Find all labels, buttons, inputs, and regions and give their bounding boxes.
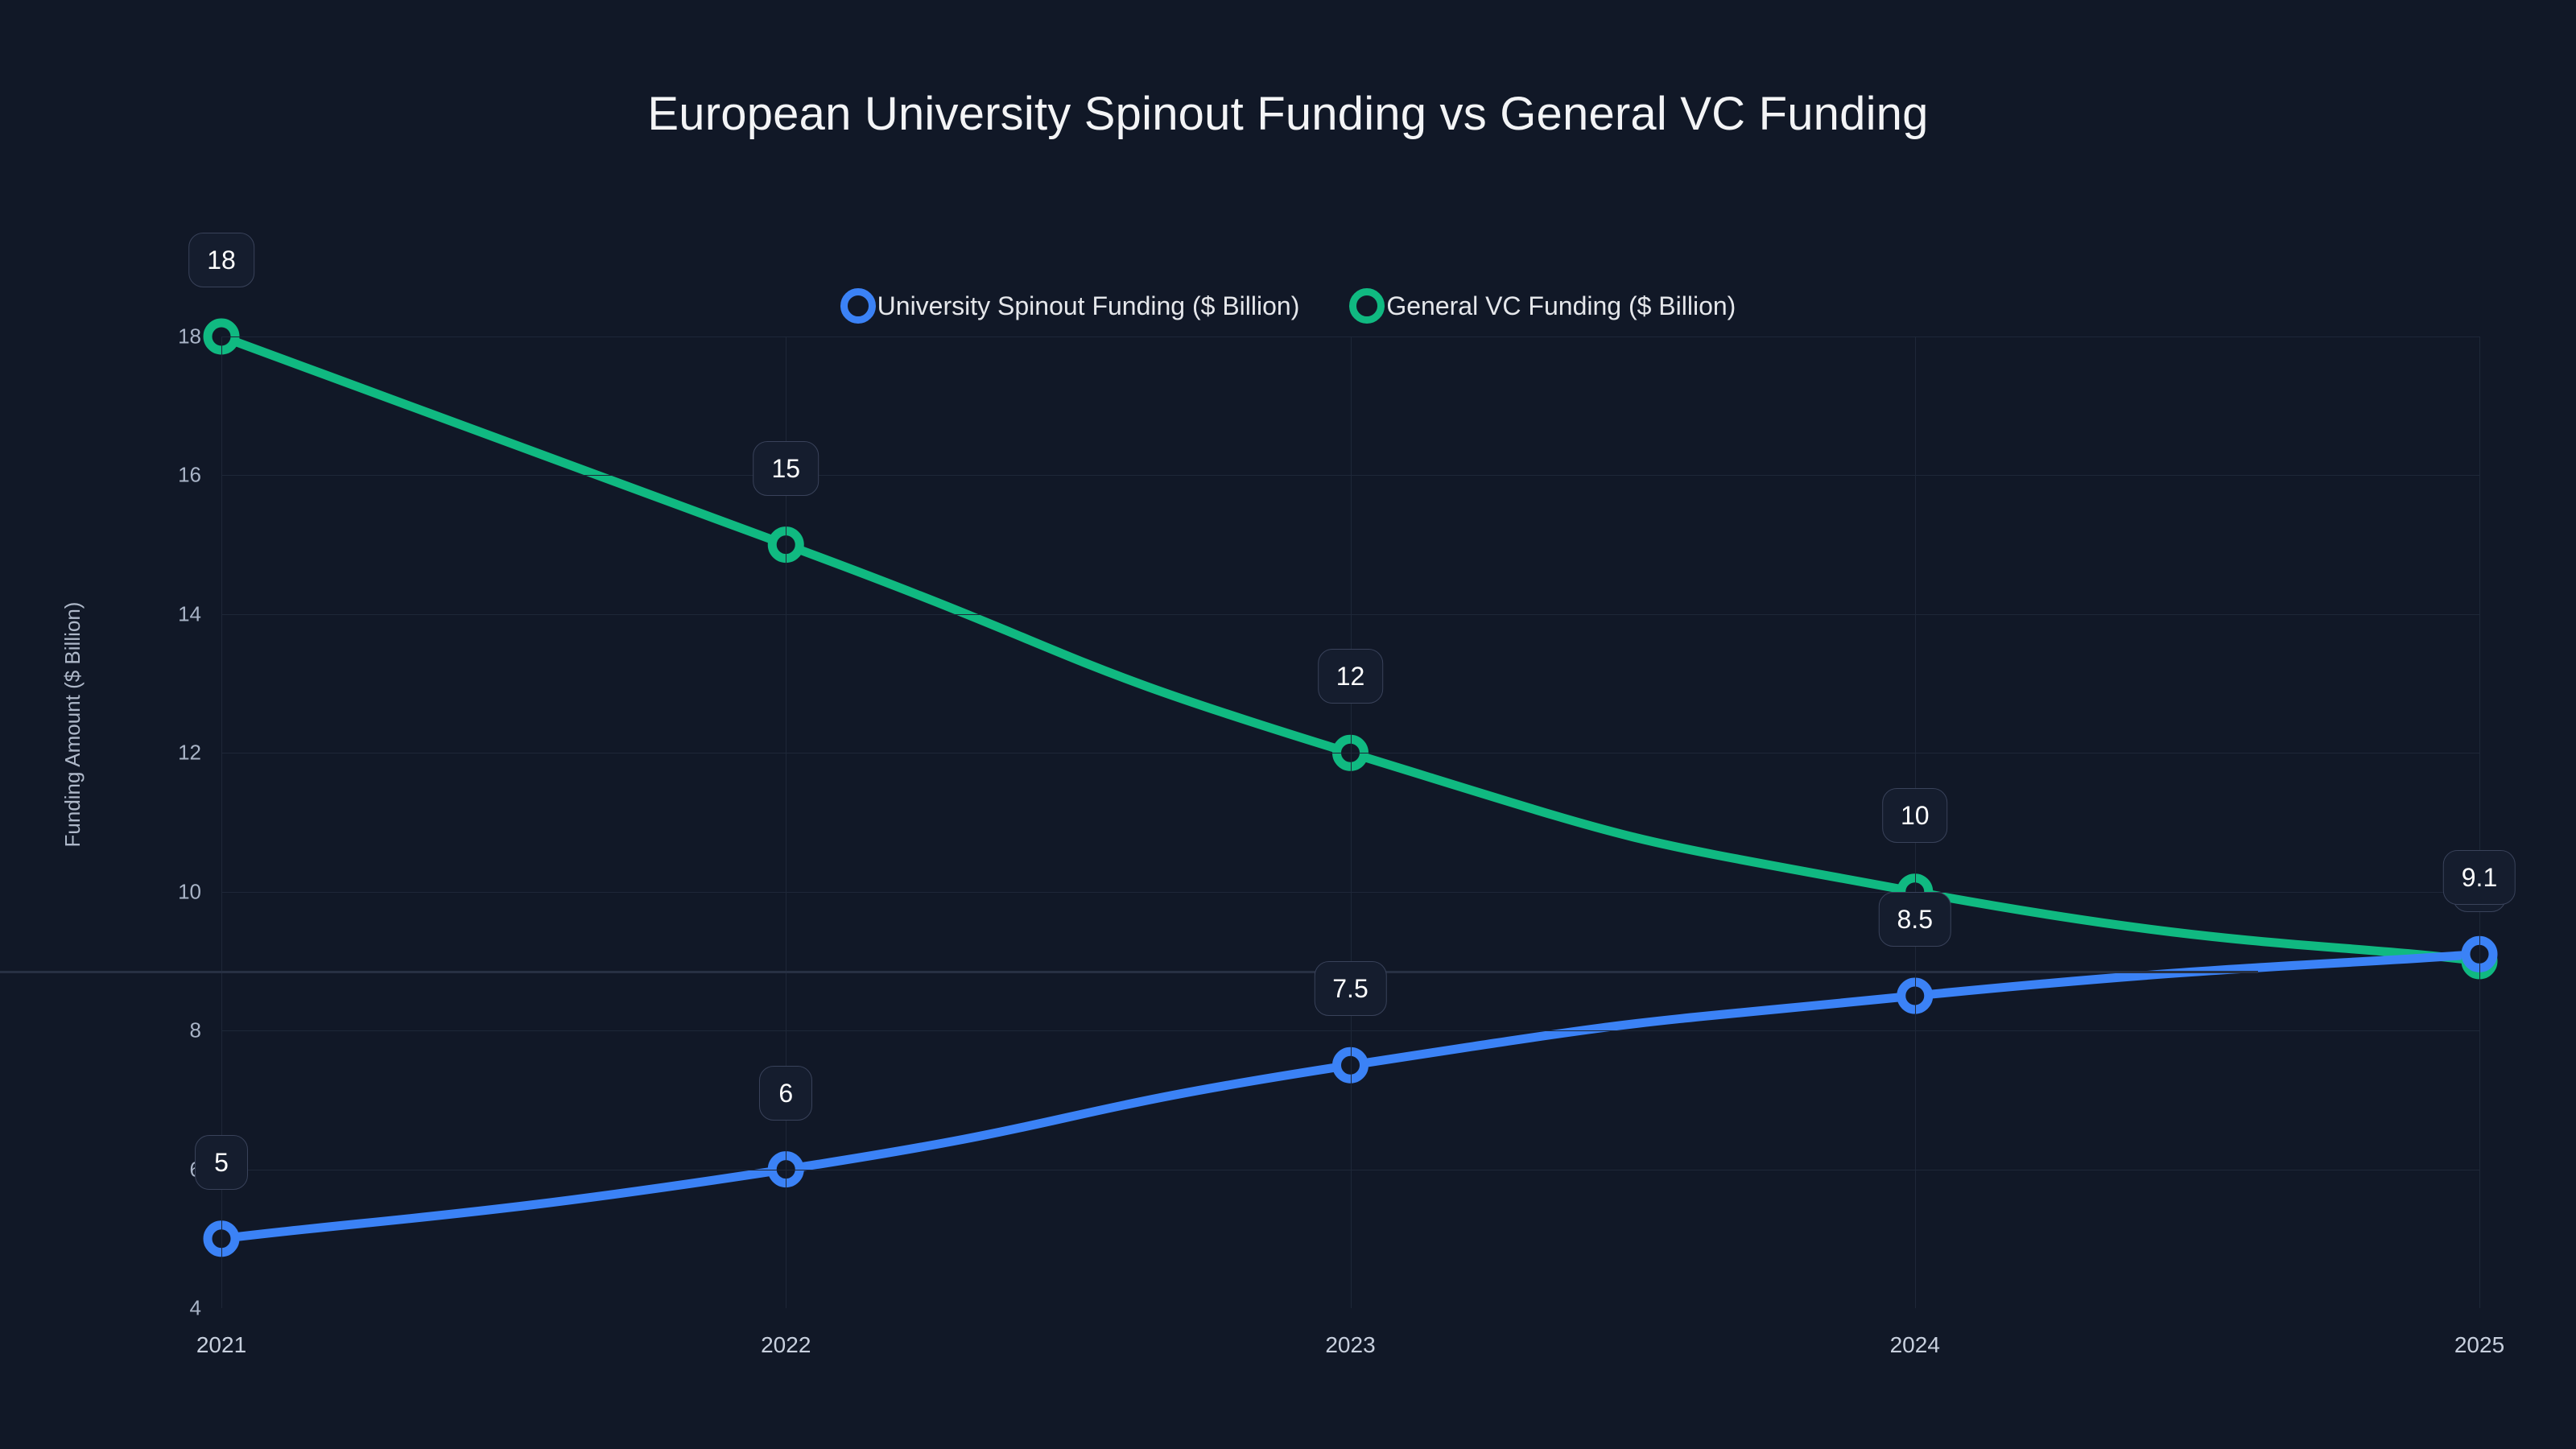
y-tick-label: 10 [178, 879, 201, 904]
data-point-marker[interactable] [1897, 977, 1934, 1014]
data-value-label: 5 [195, 1134, 248, 1190]
y-tick-label: 8 [189, 1018, 201, 1042]
data-value-label: 10 [1881, 787, 1948, 843]
legend-label: General VC Funding ($ Billion) [1386, 291, 1736, 320]
y-tick-label: 4 [189, 1295, 201, 1320]
gridline-vertical [1351, 336, 1352, 1308]
legend-label: University Spinout Funding ($ Billion) [877, 291, 1300, 320]
x-tick-label: 2025 [2454, 1332, 2505, 1357]
y-tick-label: 12 [178, 740, 201, 765]
y-tick-label: 6 [80, 1157, 201, 1182]
data-value-label: 15 [753, 440, 819, 496]
y-axis-ticks: 4 6 8 10 12 14 16 18 [48, 324, 201, 1320]
data-point-marker[interactable] [1332, 1046, 1368, 1084]
x-tick-label: 2021 [196, 1332, 247, 1357]
data-value-label: 7.5 [1314, 961, 1387, 1017]
chart-title: European University Spinout Funding vs G… [647, 88, 1929, 140]
y-tick-label: 16 [178, 462, 201, 487]
legend-item-2[interactable]: General VC Funding ($ Billion) [1349, 288, 1736, 324]
gridline-horizontal [221, 1030, 2479, 1031]
y-tick-label: 14 [178, 601, 201, 626]
data-value-label: 12 [1317, 649, 1384, 704]
gridline-horizontal [221, 475, 2479, 476]
chart-legend: University Spinout Funding ($ Billion) Ge… [0, 288, 2576, 324]
legend-item-1[interactable]: University Spinout Funding ($ Billion) [840, 288, 1300, 324]
gridline-horizontal [221, 336, 2479, 337]
data-value-label: 9.1 [2442, 850, 2516, 906]
legend-marker-icon [1349, 288, 1385, 324]
gridline-horizontal [221, 614, 2479, 615]
x-tick-label: 2023 [1325, 1332, 1376, 1357]
x-tick-label: 2024 [1889, 1332, 1940, 1357]
data-value-label: 18 [188, 233, 254, 287]
y-tick-label: 18 [178, 324, 201, 349]
gridline-vertical [2479, 336, 2480, 1308]
x-axis-ticks: 2021 2022 2023 2024 2025 [196, 1332, 2504, 1373]
data-value-label: 8.5 [1878, 892, 1951, 947]
x-tick-label: 2022 [761, 1332, 811, 1357]
data-value-label: 6 [759, 1065, 813, 1121]
legend-marker-icon [840, 288, 876, 324]
x-axis-line [0, 971, 2258, 973]
gridline-vertical [221, 336, 222, 1308]
gridline-horizontal [221, 892, 2479, 893]
plot-area: 567.58.59.1181512109 [188, 233, 2516, 1308]
